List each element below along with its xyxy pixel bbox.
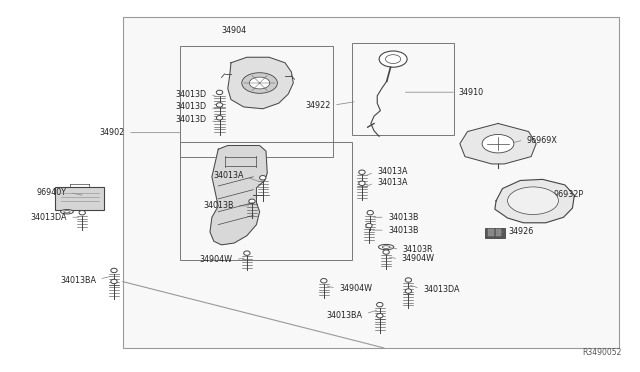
Bar xyxy=(180,46,333,157)
Ellipse shape xyxy=(321,279,327,283)
Bar xyxy=(352,42,454,135)
Polygon shape xyxy=(210,145,268,245)
Ellipse shape xyxy=(216,103,223,107)
Text: 34926: 34926 xyxy=(509,228,534,237)
Ellipse shape xyxy=(376,302,383,307)
Text: R3490052: R3490052 xyxy=(582,348,622,357)
Text: 34013BA: 34013BA xyxy=(326,311,363,320)
Bar xyxy=(488,230,493,236)
Text: 96940Y: 96940Y xyxy=(37,188,67,197)
Text: 34013B: 34013B xyxy=(203,201,234,210)
Ellipse shape xyxy=(111,279,117,284)
Ellipse shape xyxy=(61,209,74,214)
Bar xyxy=(180,142,352,260)
Text: 96969X: 96969X xyxy=(527,135,557,144)
Polygon shape xyxy=(495,179,574,223)
Text: 34013DA: 34013DA xyxy=(423,285,460,294)
Bar xyxy=(484,228,505,238)
Bar xyxy=(123,17,619,348)
Circle shape xyxy=(242,73,277,93)
Text: 34013D: 34013D xyxy=(176,115,207,124)
Ellipse shape xyxy=(405,289,412,293)
Ellipse shape xyxy=(366,223,372,228)
Polygon shape xyxy=(460,124,536,164)
Circle shape xyxy=(250,77,270,89)
Text: 96932P: 96932P xyxy=(554,190,584,199)
Bar xyxy=(56,187,104,209)
Text: 34013D: 34013D xyxy=(176,102,207,111)
Ellipse shape xyxy=(244,251,250,256)
Ellipse shape xyxy=(359,170,365,174)
Text: 34904: 34904 xyxy=(221,26,247,35)
Ellipse shape xyxy=(378,244,394,250)
Text: 34013D: 34013D xyxy=(176,90,207,99)
Ellipse shape xyxy=(383,250,389,254)
Text: 34013B: 34013B xyxy=(388,226,419,235)
Ellipse shape xyxy=(79,211,85,215)
Text: 34013A: 34013A xyxy=(377,167,408,176)
Text: 34013DA: 34013DA xyxy=(31,213,67,222)
Ellipse shape xyxy=(376,314,383,318)
Ellipse shape xyxy=(216,116,223,120)
Text: 34013A: 34013A xyxy=(377,178,408,187)
Ellipse shape xyxy=(111,268,117,273)
Polygon shape xyxy=(228,57,293,109)
Text: 34910: 34910 xyxy=(459,88,484,97)
Ellipse shape xyxy=(359,181,365,186)
Circle shape xyxy=(482,135,514,153)
Ellipse shape xyxy=(405,278,412,282)
Text: 34103R: 34103R xyxy=(403,245,433,254)
Text: 34904W: 34904W xyxy=(401,254,435,263)
Text: 34904W: 34904W xyxy=(199,255,232,264)
Bar xyxy=(496,230,501,236)
Text: 34013A: 34013A xyxy=(213,171,244,180)
Ellipse shape xyxy=(216,90,223,94)
Ellipse shape xyxy=(508,187,559,215)
Text: 34904W: 34904W xyxy=(339,284,372,293)
Text: 34902: 34902 xyxy=(100,128,125,137)
Ellipse shape xyxy=(367,211,373,215)
Text: 34013BA: 34013BA xyxy=(60,276,96,285)
Circle shape xyxy=(379,51,407,67)
Ellipse shape xyxy=(249,199,255,203)
Ellipse shape xyxy=(260,176,266,180)
Text: 34013B: 34013B xyxy=(388,213,419,222)
Text: 34922: 34922 xyxy=(305,100,331,110)
